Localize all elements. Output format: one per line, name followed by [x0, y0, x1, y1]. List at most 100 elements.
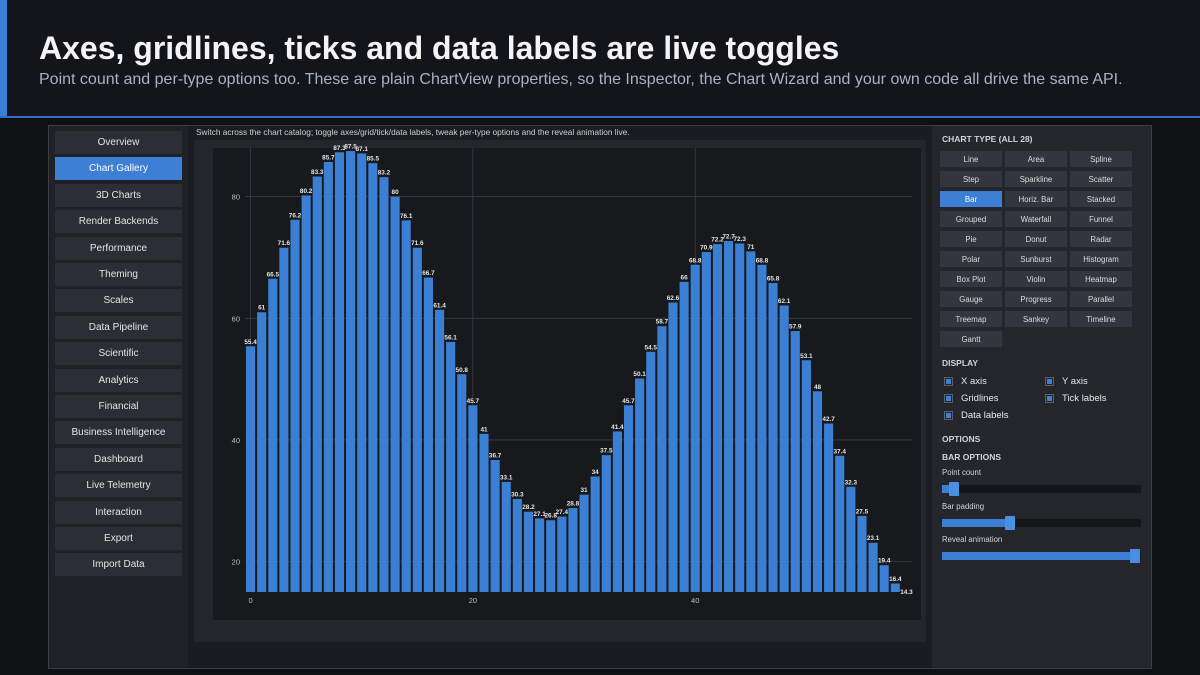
slider-handle[interactable] — [948, 482, 959, 496]
sidebar-item-financial[interactable]: Financial — [55, 395, 182, 418]
chart-type-horiz-bar-button[interactable]: Horiz. Bar — [1005, 191, 1067, 207]
chart-type-histogram-button[interactable]: Histogram — [1070, 251, 1132, 267]
bar[interactable] — [312, 176, 322, 592]
checkbox-box[interactable] — [1045, 394, 1054, 403]
slider-handle[interactable] — [1130, 549, 1141, 563]
display-x-axis-checkbox[interactable]: X axis — [944, 376, 987, 387]
bar[interactable] — [323, 161, 333, 592]
bar[interactable] — [657, 326, 667, 592]
chart-type-radar-button[interactable]: Radar — [1070, 231, 1132, 247]
chart-type-gantt-button[interactable]: Gantt — [940, 331, 1002, 347]
bar[interactable] — [846, 486, 856, 592]
sidebar-item-chart-gallery[interactable]: Chart Gallery — [55, 157, 182, 181]
sidebar-item-render-backends[interactable]: Render Backends — [55, 210, 182, 234]
bar[interactable] — [290, 219, 300, 592]
display-y-axis-checkbox[interactable]: Y axis — [1045, 376, 1088, 387]
chart-type-step-button[interactable]: Step — [940, 171, 1002, 187]
sidebar-item-import-data[interactable]: Import Data — [55, 553, 182, 577]
chart-type-scatter-button[interactable]: Scatter — [1070, 171, 1132, 187]
sidebar-item-interaction[interactable]: Interaction — [55, 500, 182, 524]
display-data-labels-checkbox[interactable]: Data labels — [944, 410, 1009, 421]
chart-type-treemap-button[interactable]: Treemap — [940, 311, 1002, 327]
bar[interactable] — [824, 423, 834, 592]
bar[interactable] — [379, 177, 389, 592]
bar[interactable] — [457, 374, 467, 592]
bar[interactable] — [390, 196, 400, 592]
bar[interactable] — [779, 305, 789, 592]
chart-type-bar-button[interactable]: Bar — [940, 191, 1002, 207]
bar[interactable] — [879, 565, 889, 592]
bar[interactable] — [246, 346, 256, 592]
chart-type-area-button[interactable]: Area — [1005, 151, 1067, 167]
bar[interactable] — [690, 264, 700, 592]
sidebar-item-theming[interactable]: Theming — [55, 263, 182, 286]
sidebar-item-business-intelligence[interactable]: Business Intelligence — [55, 421, 182, 445]
chart-type-box-plot-button[interactable]: Box Plot — [940, 271, 1002, 287]
bar[interactable] — [590, 476, 600, 592]
sidebar-item-3d-charts[interactable]: 3D Charts — [55, 183, 182, 207]
chart-type-waterfall-button[interactable]: Waterfall — [1005, 211, 1067, 227]
bar[interactable] — [557, 516, 567, 592]
checkbox-box[interactable] — [944, 377, 953, 386]
sidebar-item-live-telemetry[interactable]: Live Telemetry — [55, 474, 182, 498]
chart-type-line-button[interactable]: Line — [940, 151, 1002, 167]
bar[interactable] — [279, 247, 289, 592]
bar[interactable] — [357, 153, 367, 592]
chart-type-polar-button[interactable]: Polar — [940, 251, 1002, 267]
chart-type-timeline-button[interactable]: Timeline — [1070, 311, 1132, 327]
bar[interactable] — [523, 511, 534, 592]
bar[interactable] — [434, 309, 445, 592]
bar[interactable] — [857, 515, 867, 592]
chart-type-sunburst-button[interactable]: Sunburst — [1005, 251, 1067, 267]
bar[interactable] — [401, 220, 411, 592]
bar[interactable] — [790, 331, 800, 592]
sidebar-item-scientific[interactable]: Scientific — [55, 342, 182, 366]
bar[interactable] — [801, 360, 811, 592]
bar[interactable] — [746, 251, 756, 592]
bar[interactable] — [334, 152, 345, 592]
checkbox-box[interactable] — [944, 411, 953, 420]
bar[interactable] — [612, 431, 622, 592]
bar[interactable] — [579, 494, 589, 592]
bar[interactable] — [712, 244, 723, 592]
bar[interactable] — [479, 433, 489, 592]
bar[interactable] — [668, 302, 678, 592]
chart-type-parallel-button[interactable]: Parallel — [1070, 291, 1132, 307]
bar[interactable] — [701, 252, 711, 592]
bar[interactable] — [679, 281, 689, 592]
sidebar-item-performance[interactable]: Performance — [55, 236, 182, 260]
bar[interactable] — [835, 455, 845, 592]
chart-type-donut-button[interactable]: Donut — [1005, 231, 1067, 247]
bar[interactable] — [346, 151, 356, 593]
bar[interactable] — [423, 277, 433, 592]
bar[interactable] — [735, 243, 745, 592]
bar[interactable] — [868, 542, 878, 592]
bar[interactable] — [268, 278, 278, 592]
chart-type-stacked-button[interactable]: Stacked — [1070, 191, 1132, 207]
bar[interactable] — [257, 312, 267, 592]
chart-type-gauge-button[interactable]: Gauge — [940, 291, 1002, 307]
bar[interactable] — [623, 405, 634, 592]
chart-type-funnel-button[interactable]: Funnel — [1070, 211, 1132, 227]
bar[interactable] — [812, 391, 823, 592]
bar[interactable] — [501, 481, 511, 592]
bar[interactable] — [368, 163, 378, 592]
bar[interactable] — [601, 455, 611, 592]
bar[interactable] — [635, 378, 645, 592]
sidebar-item-scales[interactable]: Scales — [55, 289, 182, 313]
bar[interactable] — [757, 264, 767, 592]
display-gridlines-checkbox[interactable]: Gridlines — [944, 393, 999, 404]
sidebar-item-overview[interactable]: Overview — [55, 131, 182, 154]
chart-type-progress-button[interactable]: Progress — [1005, 291, 1067, 307]
slider-handle[interactable] — [1004, 516, 1015, 530]
checkbox-box[interactable] — [1045, 377, 1054, 386]
chart-type-grouped-button[interactable]: Grouped — [940, 211, 1002, 227]
chart-type-spline-button[interactable]: Spline — [1070, 151, 1132, 167]
reveal-animation-slider[interactable] — [942, 549, 1141, 563]
bar[interactable] — [646, 351, 656, 592]
display-tick-labels-checkbox[interactable]: Tick labels — [1045, 393, 1107, 404]
bar[interactable] — [890, 583, 900, 592]
chart-type-sankey-button[interactable]: Sankey — [1005, 311, 1067, 327]
bar[interactable] — [468, 405, 478, 592]
bar[interactable] — [446, 342, 456, 592]
